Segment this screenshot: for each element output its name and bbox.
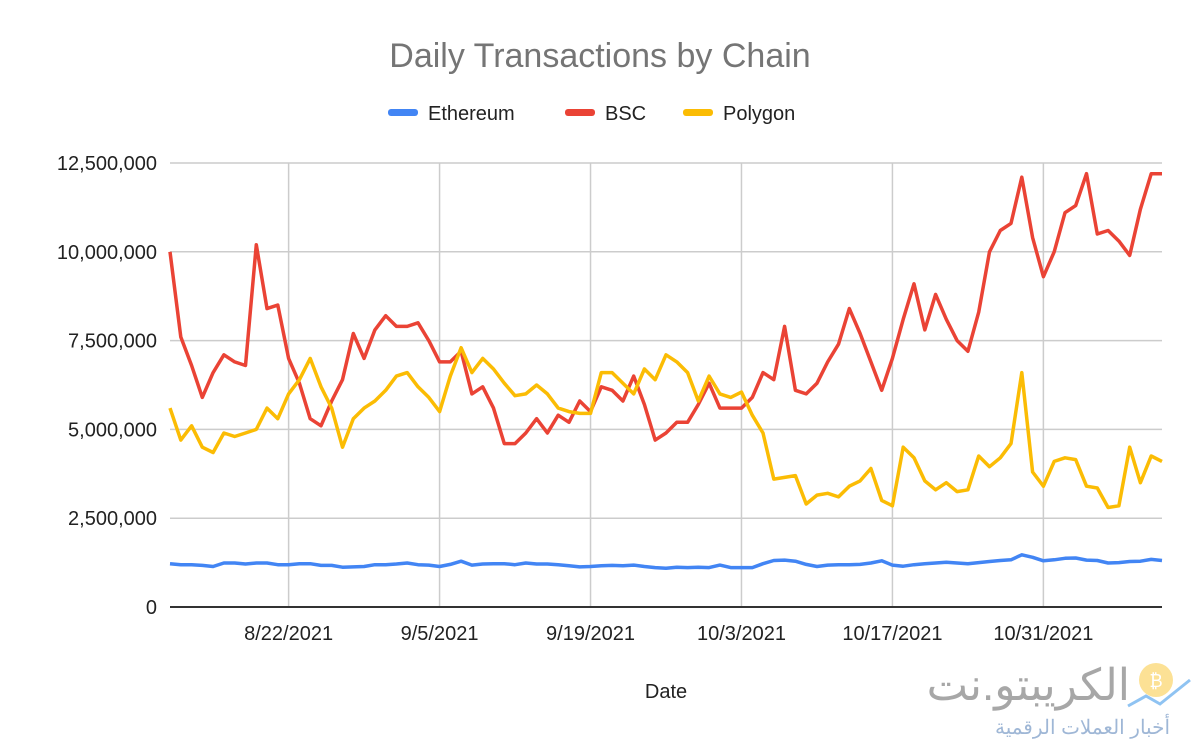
series-lines xyxy=(168,171,1163,571)
y-tick-label: 2,500,000 xyxy=(68,508,157,530)
y-tick-label: 12,500,000 xyxy=(57,153,157,175)
watermark-brand: الكريبتو.نت xyxy=(927,661,1130,711)
bitcoin-icon xyxy=(1139,663,1173,697)
y-tick-label: 5,000,000 xyxy=(68,419,157,441)
x-tick-label: 8/22/2021 xyxy=(244,623,333,645)
y-axis: 0 2,500,000 5,000,000 7,500,000 10,000,000 12… xyxy=(57,153,157,619)
legend-label-bsc: BSC xyxy=(605,103,646,125)
x-axis: 8/22/2021 9/5/2021 9/19/2021 10/3/2021 10/17… xyxy=(244,623,1093,645)
watermark-tagline: أخبار العملات الرقمية xyxy=(995,713,1170,739)
x-tick-label: 9/19/2021 xyxy=(546,623,635,645)
legend-label-polygon: Polygon xyxy=(723,103,795,125)
y-tick-label: 10,000,000 xyxy=(57,242,157,264)
x-tick-label: 10/31/2021 xyxy=(993,623,1093,645)
watermark-logo: الكريبتو.نت ₿ أخبار العملات الرقمية xyxy=(878,652,1198,740)
x-tick-label: 10/17/2021 xyxy=(842,623,942,645)
grid xyxy=(170,162,1162,608)
legend: Ethereum BSC Polygon xyxy=(388,103,795,125)
x-axis-label: Date xyxy=(645,681,687,703)
svg-text:₿: ₿ xyxy=(1149,671,1162,691)
series-line-ethereum xyxy=(169,553,1163,571)
chart-title: Daily Transactions by Chain xyxy=(389,37,810,75)
y-tick-label: 7,500,000 xyxy=(68,331,157,353)
x-tick-label: 9/5/2021 xyxy=(401,623,479,645)
legend-label-ethereum: Ethereum xyxy=(428,103,515,125)
series-line-polygon xyxy=(168,345,1163,510)
x-tick-label: 10/3/2021 xyxy=(697,623,786,645)
series-line-bsc xyxy=(168,171,1162,446)
legend-swatch-polygon xyxy=(683,109,713,116)
trend-arrow-icon xyxy=(1127,678,1191,708)
legend-swatch-ethereum xyxy=(388,109,418,116)
legend-swatch-bsc xyxy=(565,109,595,116)
y-tick-label: 0 xyxy=(146,597,157,619)
